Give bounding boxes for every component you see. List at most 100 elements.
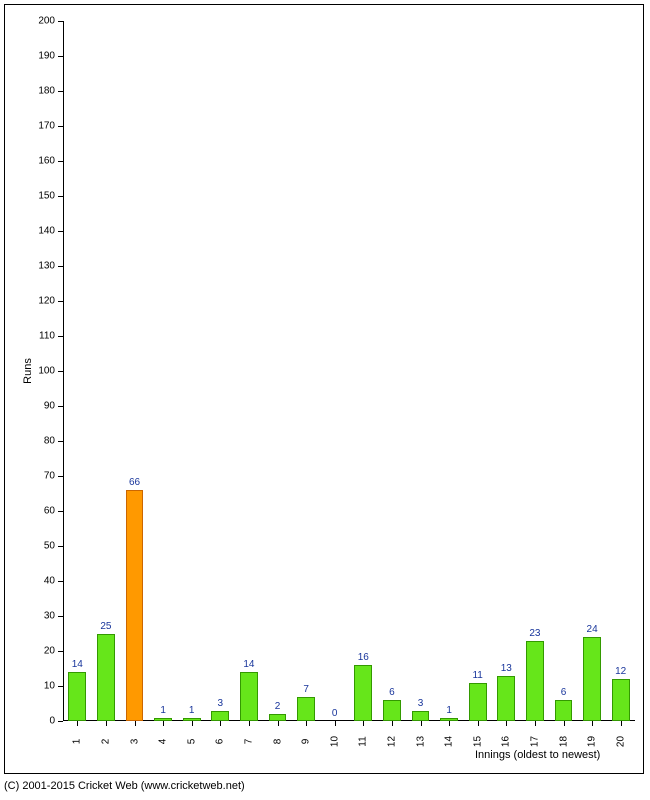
x-tick-label: 7 xyxy=(243,739,254,745)
y-tick-label: 110 xyxy=(27,331,55,342)
y-tick xyxy=(58,476,63,477)
y-tick-label: 170 xyxy=(27,121,55,132)
x-tick xyxy=(335,721,336,726)
y-tick-label: 30 xyxy=(27,611,55,622)
y-tick xyxy=(58,161,63,162)
y-tick xyxy=(58,301,63,302)
footer-copyright: (C) 2001-2015 Cricket Web (www.cricketwe… xyxy=(4,780,245,792)
y-tick xyxy=(58,686,63,687)
bar-value-label: 12 xyxy=(606,666,636,677)
y-tick xyxy=(58,126,63,127)
x-tick xyxy=(106,721,107,726)
y-tick xyxy=(58,441,63,442)
x-tick-label: 5 xyxy=(186,739,197,745)
bar xyxy=(526,641,544,722)
y-tick xyxy=(58,231,63,232)
bar xyxy=(97,634,115,722)
y-tick xyxy=(58,616,63,617)
bar-value-label: 2 xyxy=(263,701,293,712)
x-tick-label: 20 xyxy=(615,736,626,747)
bar-value-label: 3 xyxy=(406,698,436,709)
bar-value-label: 1 xyxy=(148,705,178,716)
x-tick xyxy=(306,721,307,726)
bar xyxy=(469,683,487,722)
bar-value-label: 6 xyxy=(377,687,407,698)
x-tick xyxy=(506,721,507,726)
x-tick xyxy=(592,721,593,726)
bar-value-label: 13 xyxy=(491,663,521,674)
x-tick-label: 3 xyxy=(129,739,140,745)
bar-value-label: 11 xyxy=(463,670,493,681)
y-tick xyxy=(58,56,63,57)
y-tick xyxy=(58,21,63,22)
bar xyxy=(297,697,315,722)
bar xyxy=(240,672,258,721)
y-tick xyxy=(58,721,63,722)
bar xyxy=(68,672,86,721)
y-tick-label: 70 xyxy=(27,471,55,482)
bar-value-label: 25 xyxy=(91,621,121,632)
plot-inner: 0102030405060708090100110120130140150160… xyxy=(63,21,635,721)
x-tick-label: 16 xyxy=(501,736,512,747)
x-tick xyxy=(535,721,536,726)
bar-value-label: 7 xyxy=(291,684,321,695)
x-tick xyxy=(478,721,479,726)
x-tick-label: 12 xyxy=(386,736,397,747)
x-tick-label: 8 xyxy=(272,739,283,745)
bar-value-label: 1 xyxy=(434,705,464,716)
x-tick-label: 13 xyxy=(415,736,426,747)
y-tick xyxy=(58,511,63,512)
bar-value-label: 66 xyxy=(120,477,150,488)
x-tick-label: 1 xyxy=(72,739,83,745)
y-tick-label: 120 xyxy=(27,296,55,307)
bar-value-label: 3 xyxy=(205,698,235,709)
y-tick xyxy=(58,266,63,267)
y-tick xyxy=(58,336,63,337)
bar xyxy=(612,679,630,721)
x-tick-label: 17 xyxy=(529,736,540,747)
x-tick xyxy=(421,721,422,726)
bar xyxy=(354,665,372,721)
bar xyxy=(126,490,144,721)
bar-value-label: 0 xyxy=(320,708,350,719)
y-tick-label: 20 xyxy=(27,646,55,657)
bar-value-label: 6 xyxy=(549,687,579,698)
y-tick-label: 180 xyxy=(27,86,55,97)
y-tick-label: 160 xyxy=(27,156,55,167)
y-tick-label: 130 xyxy=(27,261,55,272)
y-tick xyxy=(58,406,63,407)
x-tick-label: 15 xyxy=(472,736,483,747)
x-tick-label: 14 xyxy=(444,736,455,747)
y-tick-label: 50 xyxy=(27,541,55,552)
x-tick-label: 2 xyxy=(100,739,111,745)
y-tick xyxy=(58,546,63,547)
y-tick-label: 80 xyxy=(27,436,55,447)
chart-frame: 0102030405060708090100110120130140150160… xyxy=(0,0,650,800)
y-tick xyxy=(58,91,63,92)
y-tick-label: 200 xyxy=(27,16,55,27)
x-tick-label: 19 xyxy=(587,736,598,747)
bar-value-label: 16 xyxy=(348,652,378,663)
bar xyxy=(412,711,430,722)
x-tick-label: 11 xyxy=(358,736,369,746)
x-tick-label: 9 xyxy=(301,739,312,745)
bar xyxy=(269,714,287,721)
x-tick xyxy=(564,721,565,726)
x-tick xyxy=(220,721,221,726)
bar-value-label: 23 xyxy=(520,628,550,639)
bar xyxy=(555,700,573,721)
y-tick xyxy=(58,196,63,197)
y-axis-title: Runs xyxy=(22,358,34,384)
y-tick-label: 0 xyxy=(27,716,55,727)
x-tick-label: 4 xyxy=(158,739,169,745)
bar xyxy=(497,676,515,722)
x-tick xyxy=(621,721,622,726)
plot-area: 0102030405060708090100110120130140150160… xyxy=(63,21,635,721)
x-tick xyxy=(163,721,164,726)
y-tick-label: 60 xyxy=(27,506,55,517)
y-tick-label: 140 xyxy=(27,226,55,237)
x-tick-label: 18 xyxy=(558,736,569,747)
x-tick xyxy=(392,721,393,726)
x-tick xyxy=(77,721,78,726)
x-tick xyxy=(192,721,193,726)
